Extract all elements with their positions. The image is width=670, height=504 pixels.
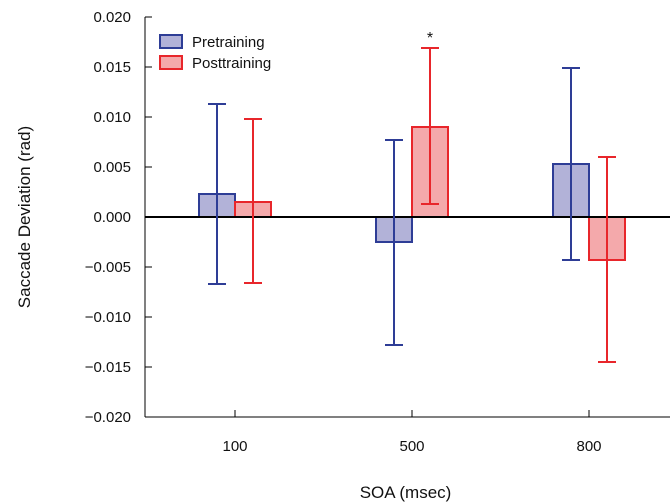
y-tick-label: −0.020 [85, 409, 131, 426]
x-tick-label: 500 [399, 438, 424, 455]
y-tick-label: 0.005 [93, 159, 131, 176]
x-ticks: 100 500 800 [222, 410, 602, 455]
x-tick-label: 800 [576, 438, 601, 455]
y-ticks: 0.020 0.015 0.010 0.005 0.000 −0.005 −0.010 −0.… [85, 9, 152, 426]
legend-swatch-pretraining [159, 34, 183, 49]
y-tick-label: 0.020 [93, 9, 131, 26]
legend-swatch-posttraining [159, 55, 183, 70]
legend: Pretraining Posttraining [159, 34, 271, 72]
y-axis-label: Saccade Deviation (rad) [15, 126, 34, 308]
y-tick-label: 0.015 [93, 59, 131, 76]
x-axis-label: SOA (msec) [360, 483, 452, 502]
plot-area: 0.020 0.015 0.010 0.005 0.000 −0.005 −0.010 −0.… [85, 9, 670, 455]
legend-label-posttraining: Posttraining [192, 55, 271, 72]
significance-marker: * [427, 30, 433, 47]
y-tick-label: 0.000 [93, 209, 131, 226]
y-tick-label: −0.005 [85, 259, 131, 276]
y-tick-label: −0.015 [85, 359, 131, 376]
error-bars [208, 47, 616, 363]
y-tick-label: 0.010 [93, 109, 131, 126]
y-tick-label: −0.010 [85, 309, 131, 326]
annotations: * [427, 30, 433, 47]
x-tick-label: 100 [222, 438, 247, 455]
legend-label-pretraining: Pretraining [192, 34, 265, 51]
bars [198, 126, 626, 261]
